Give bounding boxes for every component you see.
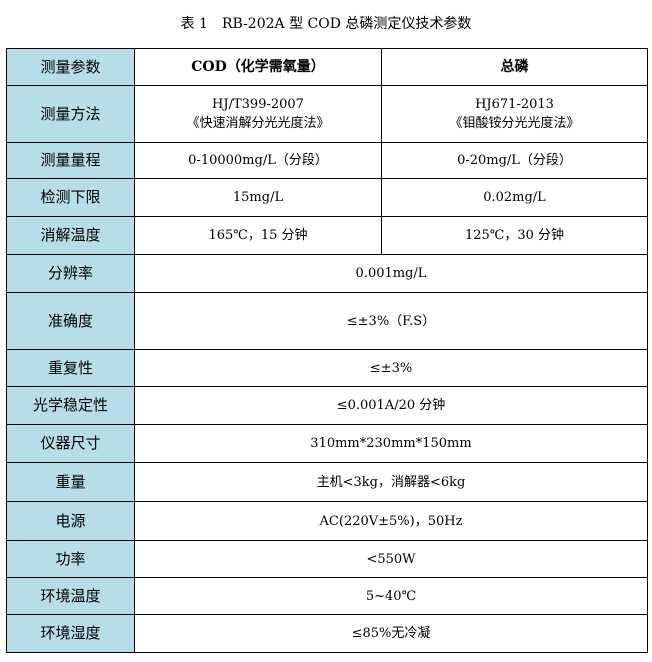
cell-line: HJ671-2013 bbox=[475, 97, 554, 112]
cell-cod: 165℃，15 分钟 bbox=[134, 216, 382, 255]
row-label: 准确度 bbox=[6, 292, 135, 350]
cell-cod: 0-10000mg/L（分段） bbox=[134, 142, 382, 179]
cell-cod: 15mg/L bbox=[134, 178, 382, 217]
row-label: 仪器尺寸 bbox=[6, 424, 135, 463]
cell-line: 0.02mg/L bbox=[483, 190, 546, 205]
row-label: 功率 bbox=[6, 540, 135, 578]
row-label: 测量量程 bbox=[6, 142, 135, 179]
table-row: 环境温度 5~40℃ bbox=[6, 577, 648, 615]
table-row: 测量方法 HJ/T399-2007 《快速消解分光光度法》 HJ671-2013 《钼酸… bbox=[6, 85, 648, 143]
cell-tp: 125℃，30 分钟 bbox=[381, 216, 648, 255]
row-value: 0.001mg/L bbox=[134, 254, 648, 293]
row-label: 重复性 bbox=[6, 349, 135, 387]
row-label: 环境温度 bbox=[6, 577, 135, 615]
cell-line: 0-20mg/L（分段） bbox=[457, 153, 572, 168]
row-value: 主机<3kg，消解器<6kg bbox=[134, 462, 648, 502]
row-value: ≤85%无冷凝 bbox=[134, 614, 648, 653]
cell-line: 0-10000mg/L（分段） bbox=[188, 153, 328, 168]
cell-tp: HJ671-2013 《钼酸铵分光光度法》 bbox=[381, 85, 648, 143]
cell-tp: 0-20mg/L（分段） bbox=[381, 142, 648, 179]
cell-cod: HJ/T399-2007 《快速消解分光光度法》 bbox=[134, 85, 382, 143]
header-cod: COD（化学需氧量） bbox=[134, 48, 382, 86]
table-row: 消解温度 165℃，15 分钟 125℃，30 分钟 bbox=[6, 216, 648, 255]
table-row: 准确度 ≤±3%（F.S） bbox=[6, 292, 648, 350]
row-value: 310mm*230mm*150mm bbox=[134, 424, 648, 463]
table-header-row: 测量参数 COD（化学需氧量） 总磷 bbox=[6, 48, 648, 86]
table-row: 环境湿度 ≤85%无冷凝 bbox=[6, 614, 648, 653]
spec-table: 测量参数 COD（化学需氧量） 总磷 测量方法 HJ/T399-2007 《快速消解… bbox=[6, 48, 648, 653]
table-caption: 表 1 RB-202A 型 COD 总磷测定仪技术参数 bbox=[180, 16, 472, 32]
table-row: 分辨率 0.001mg/L bbox=[6, 254, 648, 293]
row-label: 光学稳定性 bbox=[6, 386, 135, 425]
row-value: ≤±3%（F.S） bbox=[134, 292, 648, 350]
row-value: ≤±3% bbox=[134, 349, 648, 387]
cell-line: 125℃，30 分钟 bbox=[464, 228, 565, 243]
cell-line: 165℃，15 分钟 bbox=[208, 228, 308, 243]
row-label: 电源 bbox=[6, 501, 135, 541]
table-row: 电源 AC(220V±5%)，50Hz bbox=[6, 501, 648, 541]
table-row: 测量量程 0-10000mg/L（分段） 0-20mg/L（分段） bbox=[6, 142, 648, 179]
row-label: 环境湿度 bbox=[6, 614, 135, 653]
row-value: 5~40℃ bbox=[134, 577, 648, 615]
table-row: 重量 主机<3kg，消解器<6kg bbox=[6, 462, 648, 502]
table-row: 光学稳定性 ≤0.001A/20 分钟 bbox=[6, 386, 648, 425]
row-value: AC(220V±5%)，50Hz bbox=[134, 501, 648, 541]
cell-line: 15mg/L bbox=[232, 190, 284, 205]
cell-line: HJ/T399-2007 bbox=[212, 97, 304, 112]
table-row: 检测下限 15mg/L 0.02mg/L bbox=[6, 178, 648, 217]
row-label: 测量方法 bbox=[6, 85, 135, 143]
row-label: 重量 bbox=[6, 462, 135, 502]
cell-line: 《钼酸铵分光光度法》 bbox=[449, 116, 580, 131]
row-label: 检测下限 bbox=[6, 178, 135, 217]
cell-line: 《快速消解分光光度法》 bbox=[186, 116, 330, 131]
table-row: 重复性 ≤±3% bbox=[6, 349, 648, 387]
table-row: 功率 <550W bbox=[6, 540, 648, 578]
header-label: 测量参数 bbox=[6, 48, 135, 86]
row-label: 消解温度 bbox=[6, 216, 135, 255]
row-label: 分辨率 bbox=[6, 254, 135, 293]
table-row: 仪器尺寸 310mm*230mm*150mm bbox=[6, 424, 648, 463]
header-tp: 总磷 bbox=[381, 48, 648, 86]
row-value: <550W bbox=[134, 540, 648, 578]
row-value: ≤0.001A/20 分钟 bbox=[134, 386, 648, 425]
cell-tp: 0.02mg/L bbox=[381, 178, 648, 217]
